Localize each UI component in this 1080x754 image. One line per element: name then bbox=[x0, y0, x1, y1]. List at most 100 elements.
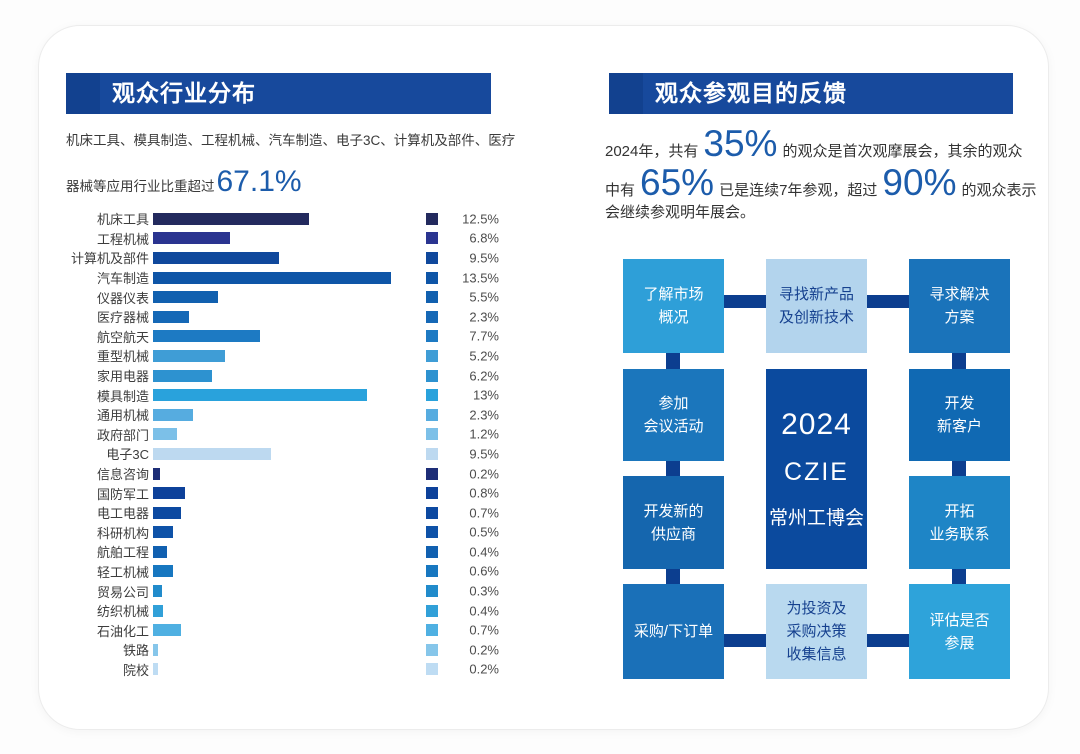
bar-category-label: 家用电器 bbox=[96, 369, 149, 385]
bar-category-label: 通用机械 bbox=[96, 408, 149, 424]
bar-value-label: 1.2% bbox=[469, 426, 499, 442]
event-badge-line: CZIE bbox=[784, 458, 849, 486]
event-badge-line: 常州工博会 bbox=[768, 508, 864, 529]
purpose-cell-text: 及创新技术 bbox=[778, 309, 854, 326]
bar-row: 汽车制造 13.5% bbox=[61, 268, 511, 288]
bar-row: 科研机构 0.5% bbox=[61, 523, 511, 543]
purpose-cell-text: 寻找新产品 bbox=[778, 286, 854, 303]
returning-visitors-stat: 65% bbox=[640, 162, 715, 203]
connector-right-r1-r2 bbox=[952, 349, 966, 373]
legend-swatch bbox=[426, 389, 438, 402]
purpose-cell-text: 概况 bbox=[658, 309, 689, 326]
legend-swatch bbox=[426, 565, 438, 578]
bar bbox=[153, 545, 167, 558]
purpose-cell-collect-decision-info: 为投资及 采购决策 收集信息 bbox=[766, 584, 867, 679]
bar-value-label: 5.5% bbox=[469, 289, 499, 305]
purpose-cell-text: 开发 bbox=[944, 395, 975, 412]
bar-category-label: 计算机及部件 bbox=[70, 251, 149, 267]
bar-row: 院校 0.2% bbox=[61, 660, 511, 680]
left-section-header: 观众行业分布 bbox=[66, 73, 491, 114]
purpose-cell-text: 为投资及 bbox=[786, 600, 847, 617]
description-line-1: 机床工具、模具制造、工程机械、汽车制造、电子3C、计算机及部件、医疗 bbox=[66, 133, 516, 148]
bar-value-label: 0.6% bbox=[469, 563, 499, 579]
legend-swatch bbox=[426, 428, 438, 441]
bar-category-label: 石油化工 bbox=[96, 623, 149, 639]
bar-category-label: 航空航天 bbox=[96, 329, 149, 345]
bar bbox=[153, 447, 271, 460]
bar bbox=[153, 232, 230, 245]
bar bbox=[153, 526, 173, 539]
legend-swatch bbox=[426, 585, 438, 598]
bar-row: 石油化工 0.7% bbox=[61, 620, 511, 640]
legend-swatch bbox=[426, 408, 438, 421]
bar-category-label: 工程机械 bbox=[96, 231, 149, 247]
bar-row: 通用机械 2.3% bbox=[61, 405, 511, 425]
legend-swatch bbox=[426, 624, 438, 637]
connector-right-r2-r3 bbox=[952, 457, 966, 481]
bar-row: 计算机及部件 9.5% bbox=[61, 248, 511, 268]
bar bbox=[153, 487, 185, 500]
connector-right-r3-r4 bbox=[952, 565, 966, 589]
bar-category-label: 国防军工 bbox=[96, 486, 149, 502]
bar-value-label: 0.8% bbox=[469, 485, 499, 501]
bar-row: 铁路 0.2% bbox=[61, 640, 511, 660]
connector-left-r1-r2 bbox=[666, 349, 680, 373]
bar-value-label: 0.2% bbox=[469, 466, 499, 482]
bar bbox=[153, 271, 391, 284]
right-section-header: 观众参观目的反馈 bbox=[609, 73, 1013, 114]
continue-visiting-stat: 90% bbox=[882, 162, 957, 203]
bar-value-label: 13% bbox=[472, 387, 499, 403]
legend-swatch bbox=[426, 291, 438, 304]
purpose-cell-seek-solutions: 寻求解决 方案 bbox=[909, 259, 1010, 353]
description-line-2: 器械等应用行业比重超过 67.1% bbox=[66, 165, 302, 198]
bar-value-label: 0.4% bbox=[469, 544, 499, 560]
purpose-cell-text: 寻求解决 bbox=[929, 286, 990, 303]
left-section-title: 观众行业分布 bbox=[112, 80, 256, 106]
purpose-center-event-badge: 2024 CZIE 常州工博会 bbox=[766, 369, 867, 569]
bar bbox=[153, 251, 279, 264]
bar bbox=[153, 428, 177, 441]
bar bbox=[153, 389, 367, 402]
paragraph-line-1: 2024年，共有 35% 的观众是首次观摩展会，其余的观众 bbox=[605, 123, 1023, 164]
legend-swatch bbox=[426, 643, 438, 656]
bar-value-label: 2.3% bbox=[469, 407, 499, 423]
bar-value-label: 13.5% bbox=[462, 270, 499, 286]
bar-category-label: 铁路 bbox=[122, 643, 149, 659]
connector-r1-c2-c3 bbox=[867, 295, 909, 308]
bar-value-label: 6.8% bbox=[469, 230, 499, 246]
purpose-cell-attend-conferences: 参加 会议活动 bbox=[623, 369, 724, 461]
bar bbox=[153, 624, 181, 637]
bar-value-label: 2.3% bbox=[469, 309, 499, 325]
purpose-cell-text: 会议活动 bbox=[643, 418, 704, 435]
bar-row: 贸易公司 0.3% bbox=[61, 581, 511, 601]
bar-category-label: 仪器仪表 bbox=[96, 290, 149, 306]
event-badge-line: 2024 bbox=[781, 408, 852, 441]
legend-swatch bbox=[426, 330, 438, 343]
purpose-cell-text: 收集信息 bbox=[786, 646, 847, 663]
bar-row: 电子3C 9.5% bbox=[61, 444, 511, 464]
legend-swatch bbox=[426, 349, 438, 362]
bar bbox=[153, 330, 260, 343]
purpose-cell-text: 参展 bbox=[944, 634, 975, 652]
legend-swatch bbox=[426, 369, 438, 382]
bar-category-label: 信息咨询 bbox=[96, 467, 149, 483]
header-accent-block bbox=[66, 73, 100, 114]
bar-value-label: 0.7% bbox=[469, 622, 499, 638]
legend-swatch bbox=[426, 663, 438, 676]
bar bbox=[153, 643, 158, 656]
purpose-cell-text: 开拓 bbox=[944, 502, 975, 520]
industry-bar-chart: 机床工具 12.5% 工程机械 6.8% 计算机及部件 9.5% 汽车制造 13.5% 仪器仪表… bbox=[61, 209, 511, 679]
legend-swatch bbox=[426, 604, 438, 617]
purpose-cell-text: 采购/下订单 bbox=[633, 623, 714, 640]
bar-row: 纺织机械 0.4% bbox=[61, 601, 511, 621]
bar bbox=[153, 565, 173, 578]
legend-swatch bbox=[426, 545, 438, 558]
bar-value-label: 0.4% bbox=[469, 603, 499, 619]
bar bbox=[153, 663, 158, 676]
bar-row: 工程机械 6.8% bbox=[61, 229, 511, 249]
bar-row: 家用电器 6.2% bbox=[61, 366, 511, 386]
bar-value-label: 0.2% bbox=[469, 642, 499, 658]
bar bbox=[153, 604, 163, 617]
bar-row: 模具制造 13% bbox=[61, 385, 511, 405]
bar-value-label: 0.3% bbox=[469, 583, 499, 599]
